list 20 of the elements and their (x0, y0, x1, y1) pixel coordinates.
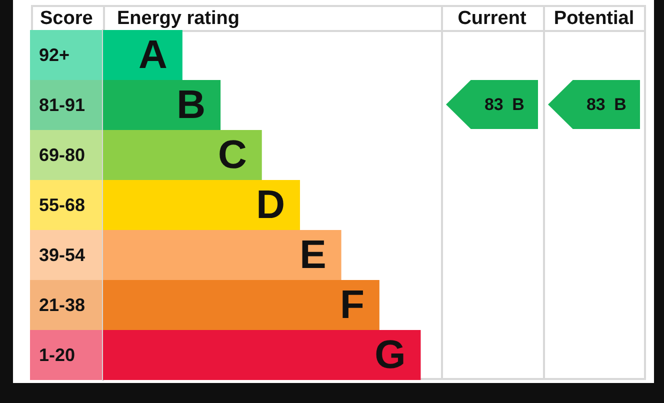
y-tick-label: 81-91 (39, 95, 86, 115)
arrow-tag: 83 B (446, 80, 538, 129)
annotation: A (138, 33, 168, 77)
annotation: E (300, 233, 326, 277)
x-axis-title: Energy rating (117, 8, 240, 29)
text: Potential (554, 8, 634, 29)
y-tick-label: 69-80 (39, 145, 86, 165)
y-tick-label: 1-20 (39, 345, 76, 365)
y-tick-label: 92+ (39, 45, 70, 65)
annotation: B (176, 83, 206, 127)
y-tick-label: 21-38 (39, 295, 86, 315)
text: Current (458, 8, 527, 29)
annotation: C (218, 133, 247, 177)
y-axis-title: Score (40, 8, 93, 29)
y-tick-label: 39-54 (39, 245, 86, 265)
annotation: F (340, 283, 364, 327)
annotation: D (256, 183, 285, 227)
arrow-tag: 83 B (548, 80, 640, 129)
y-tick-label: 55-68 (39, 195, 86, 215)
annotation: G (374, 333, 406, 377)
